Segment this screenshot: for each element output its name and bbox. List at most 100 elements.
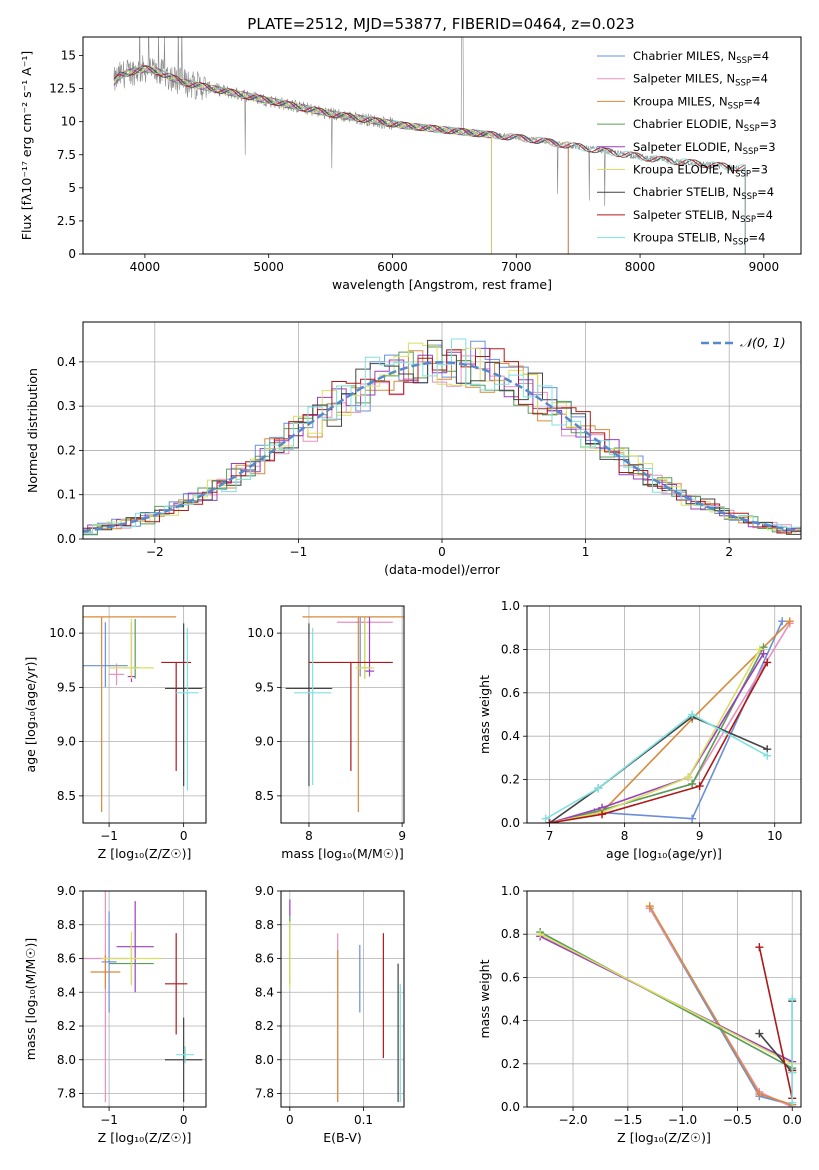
y-tick-label: 8.4 [255,985,274,999]
y-tick-label: 0.2 [501,773,520,787]
y-tick-label: 8.0 [57,1053,76,1067]
y-tick-label: 5 [68,181,76,195]
x-tick-label: 10 [767,829,782,843]
legend-label: Salpeter ELODIE, NSSP=3 [633,140,776,157]
mass-weight-marker [645,902,654,911]
y-tick-label: 0.2 [501,1057,520,1071]
x-tick-label: −2 [146,545,164,559]
panel-residuals: −2 −1 0 1 2 0.0 0.1 0.2 0.3 0.4 (data-model)/error… [25,321,802,577]
axes-frame [82,605,207,824]
y-tick-label: 0.3 [57,399,76,413]
mass-weight-line [549,715,768,823]
mass-weight-marker [755,943,764,952]
mass-weight-line [549,653,765,823]
y-tick-label: 1.0 [501,599,520,613]
y-tick-label: 8.6 [255,952,274,966]
y-axis-label: mass [log₁₀(M/M☉)] [23,938,38,1060]
y-tick-label: 0.6 [501,970,520,984]
y-axis-label: Normed distribution [25,368,40,493]
y-tick-label: 0.0 [57,532,76,546]
axes-frame [280,890,405,1108]
y-tick-label: 9.0 [57,735,76,749]
axes-frame [82,36,802,255]
legend-label: Chabrier STELIB, NSSP=4 [633,185,774,202]
y-tick-label: 1.0 [501,884,520,898]
mass-weight-marker [688,779,697,788]
mass-weight-marker [594,784,603,793]
mass-weight-line [549,646,765,823]
y-tick-label: 10.0 [247,626,274,640]
x-axis-label: mass [log₁₀(M/M☉)] [281,846,403,861]
mass-weight-line [545,713,768,820]
y-tick-label: 9.0 [255,884,274,898]
residual-histogram [83,348,801,534]
x-tick-label: 4000 [130,260,161,274]
mass-weight-marker [695,782,704,791]
y-axis-label: age [log₁₀(age/yr)] [23,657,38,773]
x-tick-label: 8 [621,829,629,843]
residual-histogram [83,338,801,534]
y-tick-label: 2.5 [57,214,76,228]
y-tick-label: 0.4 [501,1014,520,1028]
mass-weight-marker [598,810,607,819]
y-tick-label: 10 [61,115,76,129]
mass-weight-marker [541,814,550,823]
panel-massweight-vs-age: 7 8 9 10 0.0 0.2 0.4 0.6 0.8 1.0 age [log₁₀(age/yr… [477,599,802,861]
panel-age-vs-Z: −1 0 8.5 9.0 9.5 10.0 Z [log₁₀(Z/Z☉)] age [log₁… [23,605,207,861]
mass-weight-marker [788,1068,797,1077]
y-axis-label: Flux [fλ10⁻¹⁷ erg cm⁻² s⁻¹ A⁻¹] [19,51,34,240]
y-tick-label: 9.5 [57,680,76,694]
mass-weight-marker [755,1090,764,1099]
legend-label: Salpeter MILES, NSSP=4 [633,72,768,89]
x-tick-label: −1.0 [668,1113,697,1127]
x-tick-label: 9000 [749,260,780,274]
x-tick-label: 9 [696,829,704,843]
x-tick-label: −2.0 [558,1113,587,1127]
x-tick-label: 9 [398,829,406,843]
spectrum-model-line [113,65,746,254]
mass-weight-marker [759,649,768,658]
mass-weight-marker [785,617,794,626]
mass-weight-marker [778,617,787,626]
panel-mass-vs-ebv: 0 0.1 7.8 8.0 8.2 8.4 8.6 8.8 9.0 E(B-V) [255,884,405,1145]
x-tick-label: 0 [286,1113,294,1127]
x-tick-label: 5000 [253,260,284,274]
x-axis-label: age [log₁₀(age/yr)] [606,846,722,861]
x-tick-label: 7000 [501,260,532,274]
y-tick-label: 8.2 [57,1019,76,1033]
spectrum-model-line [113,66,746,254]
legend-label: Salpeter STELIB, NSSP=4 [633,208,773,225]
x-tick-label: −1 [290,545,308,559]
axes-frame [280,605,405,824]
y-tick-label: 8.8 [255,918,274,932]
x-tick-label: −0.5 [723,1113,752,1127]
figure-title: PLATE=2512, MJD=53877, FIBERID=0464, z=0… [247,15,634,33]
x-tick-label: 0 [180,1113,188,1127]
mass-weight-marker [763,658,772,667]
y-tick-label: 12.5 [49,82,76,96]
y-tick-label: 15 [61,49,76,63]
axes-frame [82,890,207,1108]
y-tick-label: 0.4 [57,355,76,369]
x-tick-label: −1.5 [613,1113,642,1127]
x-axis-label: Z [log₁₀(Z/Z☉)] [617,1130,711,1145]
y-tick-label: 8.5 [57,789,76,803]
y-tick-label: 8.2 [255,1019,274,1033]
x-tick-label: −1 [100,829,118,843]
legend-label: 𝒩(0, 1) [740,335,786,350]
y-tick-label: 0.1 [57,488,76,502]
x-axis-label: E(B-V) [323,1130,362,1145]
mass-weight-line [549,662,768,823]
axes-frame [526,890,802,1108]
panel-spectrum: 4000 5000 6000 7000 8000 9000 0 2.5 5 7.5 10 12.5 15… [19,36,802,292]
x-tick-label: −1 [100,1113,118,1127]
y-tick-label: 10.0 [49,626,76,640]
y-tick-label: 0.8 [501,927,520,941]
y-tick-label: 8.5 [255,789,274,803]
x-axis-label: (data-model)/error [384,562,501,577]
y-tick-label: 0.8 [501,642,520,656]
x-tick-label: 1 [582,545,590,559]
y-tick-label: 8.6 [57,952,76,966]
y-axis-label: mass weight [477,675,492,754]
x-tick-label: 7 [546,829,554,843]
